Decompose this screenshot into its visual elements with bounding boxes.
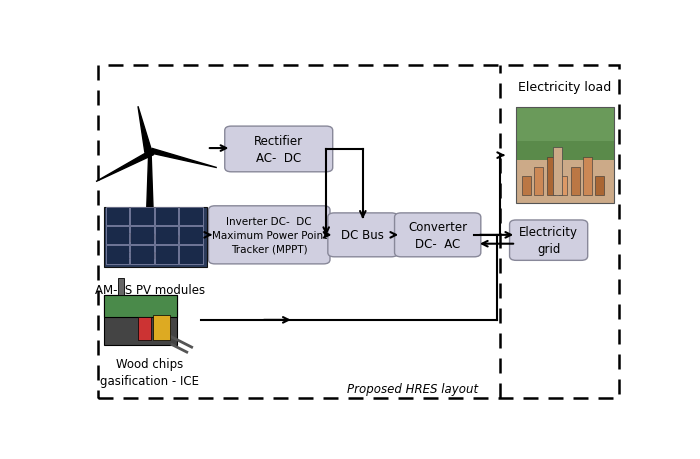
Bar (155, 246, 178, 264)
Bar (155, 227, 178, 245)
Text: Inverter DC-  DC
Maximum Power Point
Tracker (MPPT): Inverter DC- DC Maximum Power Point Trac… (211, 217, 327, 254)
Bar (106, 246, 130, 264)
Text: AM-5S PV modules: AM-5S PV modules (94, 283, 205, 296)
FancyBboxPatch shape (209, 207, 330, 264)
Polygon shape (96, 151, 154, 182)
Bar (571, 167, 580, 196)
Bar (553, 148, 562, 196)
Bar (547, 158, 555, 196)
Bar (179, 227, 202, 245)
Bar (104, 296, 177, 318)
Text: Electricity
grid: Electricity grid (519, 225, 578, 256)
Bar (516, 141, 614, 175)
Polygon shape (150, 149, 217, 168)
FancyBboxPatch shape (510, 220, 588, 261)
Text: Wood chips
gasification - ICE: Wood chips gasification - ICE (100, 357, 200, 387)
Text: Converter
DC-  AC: Converter DC- AC (408, 220, 467, 251)
Bar (179, 207, 202, 225)
Bar (155, 207, 178, 225)
Bar (104, 296, 177, 345)
Circle shape (147, 151, 153, 155)
Bar (153, 315, 170, 340)
Bar (130, 227, 154, 245)
FancyBboxPatch shape (395, 213, 481, 257)
FancyBboxPatch shape (225, 127, 332, 173)
FancyBboxPatch shape (328, 213, 398, 257)
Bar (118, 278, 125, 296)
Bar (138, 318, 150, 340)
Bar (534, 167, 543, 196)
Polygon shape (147, 152, 153, 209)
Bar (583, 158, 592, 196)
Text: SUT200 wind
turbines: SUT200 wind turbines (111, 232, 188, 262)
Text: Rectifier
AC-  DC: Rectifier AC- DC (254, 134, 303, 165)
Text: Electricity load: Electricity load (518, 80, 612, 93)
Bar (179, 246, 202, 264)
Bar (516, 161, 614, 203)
Bar (596, 177, 604, 196)
Bar (130, 207, 154, 225)
Bar (516, 108, 614, 161)
Bar (106, 227, 130, 245)
Bar (559, 177, 567, 196)
Bar (522, 177, 531, 196)
Polygon shape (138, 107, 152, 153)
Text: DC Bus: DC Bus (342, 229, 384, 242)
Bar (104, 207, 207, 267)
Text: Proposed HRES layout: Proposed HRES layout (347, 383, 479, 396)
Bar (106, 207, 130, 225)
Bar (130, 246, 154, 264)
Bar (516, 108, 614, 203)
